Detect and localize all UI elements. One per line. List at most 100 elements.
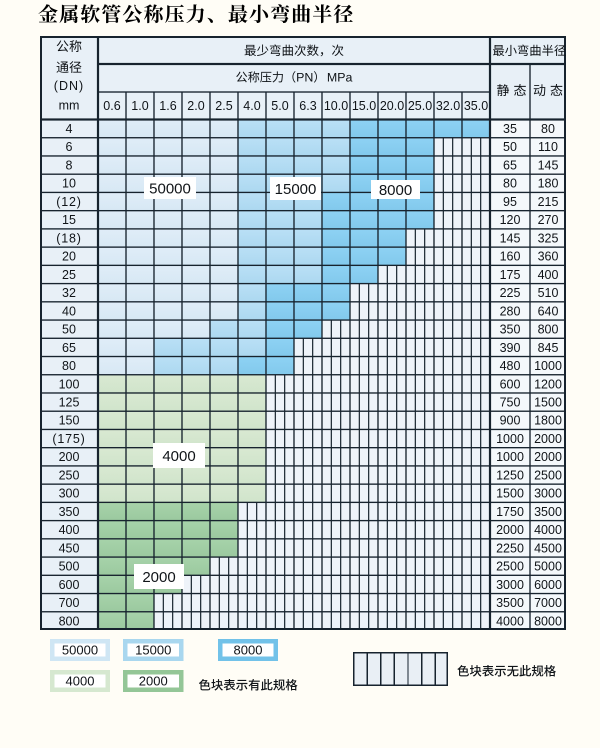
svg-text:10: 10 xyxy=(62,177,76,191)
svg-text:450: 450 xyxy=(59,541,80,555)
svg-text:6: 6 xyxy=(66,140,73,154)
svg-text:1000: 1000 xyxy=(534,359,562,373)
svg-text:80: 80 xyxy=(541,122,555,136)
svg-text:3000: 3000 xyxy=(534,487,562,501)
svg-text:510: 510 xyxy=(538,286,559,300)
svg-text:2500: 2500 xyxy=(496,560,524,574)
svg-text:1200: 1200 xyxy=(534,377,562,391)
svg-text:50: 50 xyxy=(503,140,517,154)
svg-text:2000: 2000 xyxy=(142,569,175,586)
svg-text:600: 600 xyxy=(500,377,521,391)
svg-text:(18): (18) xyxy=(56,231,81,245)
svg-text:6.3: 6.3 xyxy=(299,99,316,113)
svg-text:225: 225 xyxy=(500,286,521,300)
svg-text:3000: 3000 xyxy=(496,578,524,592)
svg-text:5.0: 5.0 xyxy=(271,99,288,113)
svg-text:(175): (175) xyxy=(52,432,85,446)
svg-text:120: 120 xyxy=(500,213,521,227)
svg-text:325: 325 xyxy=(538,231,559,245)
svg-text:7000: 7000 xyxy=(534,596,562,610)
svg-text:35: 35 xyxy=(503,122,517,136)
svg-text:280: 280 xyxy=(500,304,521,318)
svg-text:8000: 8000 xyxy=(534,614,562,628)
svg-text:2000: 2000 xyxy=(534,450,562,464)
svg-text:900: 900 xyxy=(500,414,521,428)
svg-text:35.0: 35.0 xyxy=(464,99,488,113)
svg-text:200: 200 xyxy=(59,450,80,464)
svg-text:65: 65 xyxy=(62,341,76,355)
svg-text:5000: 5000 xyxy=(534,560,562,574)
svg-text:32: 32 xyxy=(62,286,76,300)
svg-text:1000: 1000 xyxy=(496,432,524,446)
svg-text:600: 600 xyxy=(59,578,80,592)
svg-text:1750: 1750 xyxy=(496,505,524,519)
svg-text:1.6: 1.6 xyxy=(159,99,176,113)
svg-text:1250: 1250 xyxy=(496,468,524,482)
svg-text:50000: 50000 xyxy=(149,180,191,197)
svg-text:1.0: 1.0 xyxy=(131,99,148,113)
svg-text:2.0: 2.0 xyxy=(187,99,204,113)
svg-text:10.0: 10.0 xyxy=(324,99,348,113)
svg-text:2000: 2000 xyxy=(139,674,168,689)
svg-text:20.0: 20.0 xyxy=(380,99,404,113)
svg-text:(12): (12) xyxy=(56,195,81,209)
svg-text:150: 150 xyxy=(59,414,80,428)
svg-text:350: 350 xyxy=(500,323,521,337)
svg-text:1000: 1000 xyxy=(496,450,524,464)
svg-text:125: 125 xyxy=(59,396,80,410)
svg-text:8000: 8000 xyxy=(379,182,412,199)
svg-text:4000: 4000 xyxy=(534,523,562,537)
svg-text:4000: 4000 xyxy=(496,614,524,628)
svg-text:160: 160 xyxy=(500,250,521,264)
svg-text:mm: mm xyxy=(59,99,80,113)
svg-text:4: 4 xyxy=(66,122,73,136)
svg-text:50000: 50000 xyxy=(62,643,98,658)
svg-text:25.0: 25.0 xyxy=(408,99,432,113)
svg-text:15000: 15000 xyxy=(275,181,317,198)
svg-text:95: 95 xyxy=(503,195,517,209)
svg-text:2250: 2250 xyxy=(496,541,524,555)
svg-text:480: 480 xyxy=(500,359,521,373)
svg-text:145: 145 xyxy=(538,159,559,173)
svg-text:2500: 2500 xyxy=(534,468,562,482)
svg-text:250: 250 xyxy=(59,468,80,482)
svg-text:32.0: 32.0 xyxy=(436,99,460,113)
svg-text:15.0: 15.0 xyxy=(352,99,376,113)
svg-text:700: 700 xyxy=(59,596,80,610)
svg-text:80: 80 xyxy=(62,359,76,373)
svg-text:800: 800 xyxy=(59,614,80,628)
svg-text:640: 640 xyxy=(538,304,559,318)
svg-text:180: 180 xyxy=(538,177,559,191)
svg-text:50: 50 xyxy=(62,323,76,337)
svg-text:4500: 4500 xyxy=(534,541,562,555)
svg-text:(DN): (DN) xyxy=(54,79,84,93)
svg-text:800: 800 xyxy=(538,323,559,337)
svg-text:350: 350 xyxy=(59,505,80,519)
svg-text:40: 40 xyxy=(62,304,76,318)
svg-text:4.0: 4.0 xyxy=(243,99,260,113)
svg-text:400: 400 xyxy=(59,523,80,537)
svg-text:6000: 6000 xyxy=(534,578,562,592)
svg-text:110: 110 xyxy=(538,140,558,154)
svg-text:25: 25 xyxy=(62,268,76,282)
svg-text:80: 80 xyxy=(503,177,517,191)
svg-text:100: 100 xyxy=(59,377,80,391)
svg-text:15000: 15000 xyxy=(135,643,171,658)
svg-text:8: 8 xyxy=(66,159,73,173)
svg-text:4000: 4000 xyxy=(162,448,195,465)
svg-text:2.5: 2.5 xyxy=(215,99,232,113)
svg-text:145: 145 xyxy=(500,231,521,245)
svg-text:2000: 2000 xyxy=(496,523,524,537)
svg-text:500: 500 xyxy=(59,560,80,574)
svg-text:300: 300 xyxy=(59,487,80,501)
svg-text:20: 20 xyxy=(62,250,76,264)
svg-text:8000: 8000 xyxy=(234,643,263,658)
svg-text:3500: 3500 xyxy=(534,505,562,519)
svg-text:215: 215 xyxy=(538,195,559,209)
svg-text:3500: 3500 xyxy=(496,596,524,610)
svg-text:4000: 4000 xyxy=(66,674,95,689)
svg-text:1500: 1500 xyxy=(534,396,562,410)
svg-text:390: 390 xyxy=(500,341,521,355)
svg-text:1500: 1500 xyxy=(496,487,524,501)
svg-text:845: 845 xyxy=(538,341,559,355)
